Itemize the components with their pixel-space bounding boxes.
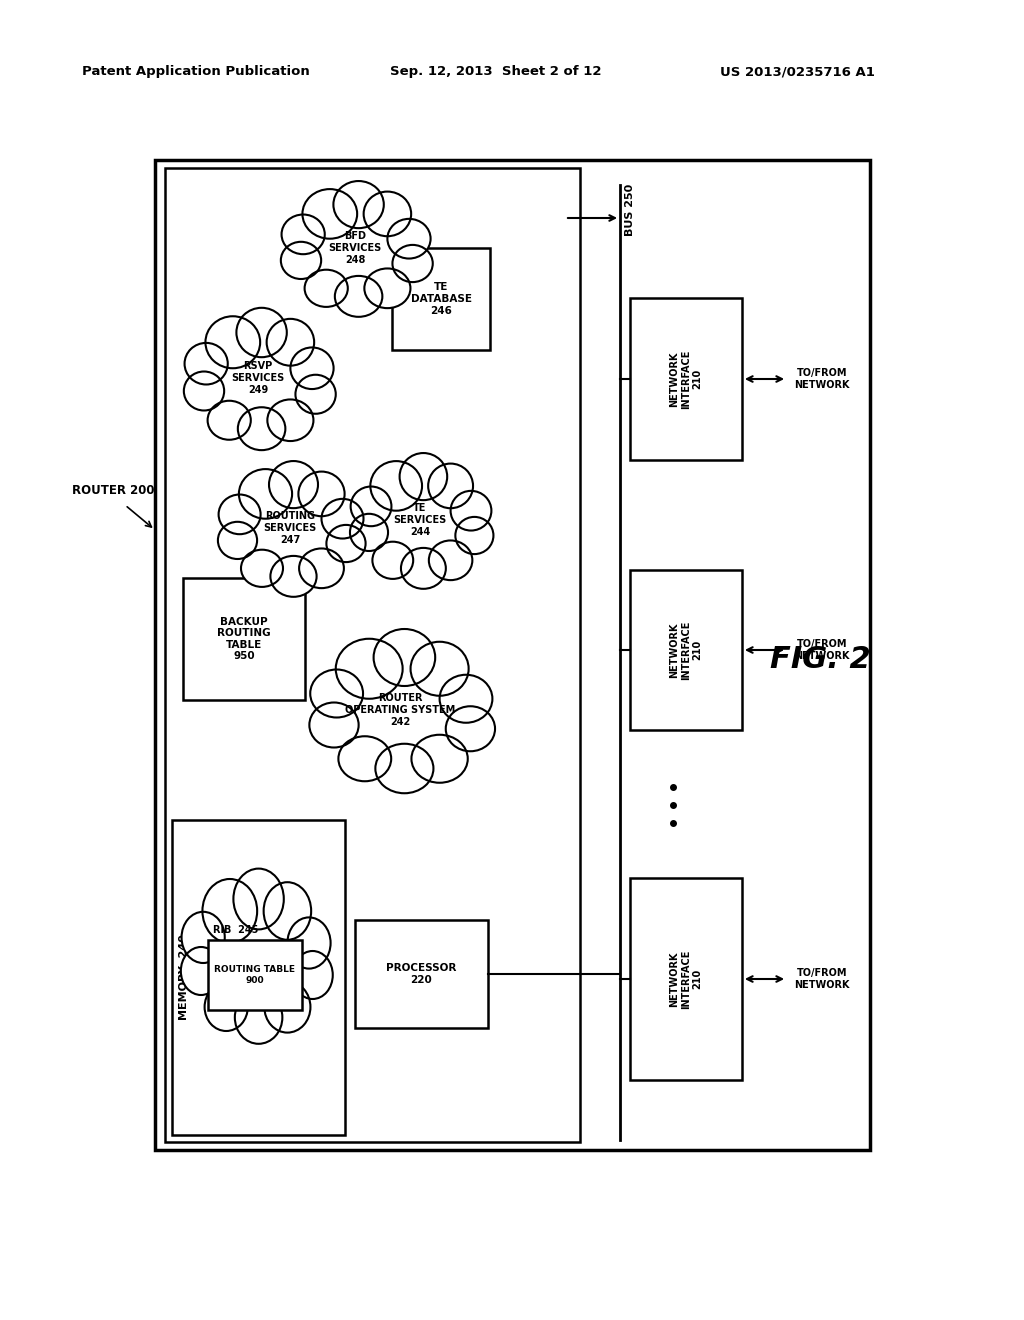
FancyBboxPatch shape	[172, 820, 345, 1135]
Text: ROUTING TABLE
900: ROUTING TABLE 900	[214, 965, 296, 985]
Ellipse shape	[373, 541, 414, 579]
Text: TO/FROM
NETWORK: TO/FROM NETWORK	[794, 968, 850, 990]
Ellipse shape	[304, 269, 348, 306]
Ellipse shape	[291, 347, 334, 389]
FancyBboxPatch shape	[630, 878, 742, 1080]
Ellipse shape	[428, 463, 473, 508]
Text: TE
DATABASE
246: TE DATABASE 246	[411, 282, 471, 315]
Text: ROUTER
OPERATING SYSTEM
242: ROUTER OPERATING SYSTEM 242	[345, 693, 455, 726]
Ellipse shape	[429, 540, 472, 581]
Ellipse shape	[205, 983, 248, 1031]
Ellipse shape	[184, 343, 227, 384]
Ellipse shape	[241, 549, 283, 587]
Ellipse shape	[203, 879, 257, 942]
Ellipse shape	[338, 737, 391, 781]
Ellipse shape	[310, 669, 364, 718]
Text: Patent Application Publication: Patent Application Publication	[82, 66, 309, 78]
Ellipse shape	[301, 203, 409, 293]
Ellipse shape	[239, 469, 292, 519]
Ellipse shape	[238, 408, 286, 450]
Text: BACKUP
ROUTING
TABLE
950: BACKUP ROUTING TABLE 950	[217, 616, 270, 661]
Text: FIG. 2: FIG. 2	[770, 645, 870, 675]
Ellipse shape	[336, 639, 402, 698]
Text: RIB  245: RIB 245	[213, 925, 258, 935]
Text: NETWORK
INTERFACE
210: NETWORK INTERFACE 210	[670, 620, 702, 680]
Ellipse shape	[296, 375, 336, 413]
Ellipse shape	[267, 400, 313, 441]
Text: MEMORY  240: MEMORY 240	[179, 935, 189, 1020]
Text: PROCESSOR
220: PROCESSOR 220	[386, 964, 456, 985]
Ellipse shape	[392, 246, 433, 282]
Ellipse shape	[327, 525, 366, 562]
FancyBboxPatch shape	[392, 248, 490, 350]
Text: US 2013/0235716 A1: US 2013/0235716 A1	[720, 66, 874, 78]
FancyBboxPatch shape	[155, 160, 870, 1150]
Ellipse shape	[334, 656, 466, 764]
Ellipse shape	[288, 917, 331, 969]
Ellipse shape	[299, 549, 344, 589]
Ellipse shape	[401, 548, 445, 589]
Text: RSVP
SERVICES
249: RSVP SERVICES 249	[231, 362, 285, 395]
Ellipse shape	[350, 513, 388, 550]
Ellipse shape	[387, 219, 431, 259]
Ellipse shape	[206, 317, 260, 368]
Ellipse shape	[302, 189, 357, 239]
Ellipse shape	[376, 743, 433, 793]
Ellipse shape	[371, 461, 422, 511]
Ellipse shape	[365, 268, 411, 308]
Text: TO/FROM
NETWORK: TO/FROM NETWORK	[794, 368, 850, 389]
Ellipse shape	[204, 331, 312, 425]
Ellipse shape	[369, 475, 471, 565]
Ellipse shape	[335, 276, 382, 317]
Ellipse shape	[281, 242, 322, 279]
Text: TO/FROM
NETWORK: TO/FROM NETWORK	[794, 639, 850, 661]
Ellipse shape	[208, 401, 251, 440]
Ellipse shape	[445, 706, 495, 751]
FancyBboxPatch shape	[165, 168, 580, 1142]
Text: ROUTING
SERVICES
247: ROUTING SERVICES 247	[263, 511, 316, 545]
Text: NETWORK
INTERFACE
210: NETWORK INTERFACE 210	[670, 350, 702, 409]
Ellipse shape	[269, 461, 318, 508]
FancyBboxPatch shape	[355, 920, 488, 1028]
Ellipse shape	[218, 495, 260, 535]
Ellipse shape	[298, 471, 345, 516]
Ellipse shape	[439, 675, 493, 723]
Ellipse shape	[266, 319, 314, 366]
Ellipse shape	[233, 869, 284, 929]
FancyBboxPatch shape	[208, 940, 302, 1010]
Ellipse shape	[451, 491, 492, 531]
Ellipse shape	[263, 882, 311, 940]
FancyBboxPatch shape	[183, 578, 305, 700]
Text: BUS 250: BUS 250	[625, 183, 635, 236]
Ellipse shape	[181, 912, 224, 964]
Ellipse shape	[456, 517, 494, 554]
Ellipse shape	[350, 487, 391, 527]
Ellipse shape	[334, 181, 384, 228]
Ellipse shape	[411, 642, 469, 696]
FancyBboxPatch shape	[630, 570, 742, 730]
Text: Sep. 12, 2013  Sheet 2 of 12: Sep. 12, 2013 Sheet 2 of 12	[390, 66, 601, 78]
Ellipse shape	[322, 499, 364, 539]
Ellipse shape	[201, 898, 309, 1012]
Text: BFD
SERVICES
248: BFD SERVICES 248	[329, 231, 382, 264]
Ellipse shape	[218, 521, 257, 558]
Ellipse shape	[181, 946, 221, 995]
Ellipse shape	[270, 556, 316, 597]
Ellipse shape	[264, 981, 310, 1032]
Ellipse shape	[234, 991, 283, 1044]
Text: TE
SERVICES
244: TE SERVICES 244	[393, 503, 446, 537]
Ellipse shape	[282, 215, 325, 255]
Ellipse shape	[293, 950, 333, 999]
Ellipse shape	[238, 483, 342, 573]
Ellipse shape	[184, 371, 224, 411]
Ellipse shape	[309, 702, 358, 747]
Text: ROUTER 200: ROUTER 200	[72, 483, 155, 496]
FancyBboxPatch shape	[630, 298, 742, 459]
Ellipse shape	[412, 735, 468, 783]
Ellipse shape	[399, 453, 447, 500]
Text: NETWORK
INTERFACE
210: NETWORK INTERFACE 210	[670, 949, 702, 1008]
Ellipse shape	[364, 191, 412, 236]
Ellipse shape	[374, 630, 435, 686]
Ellipse shape	[237, 308, 287, 358]
